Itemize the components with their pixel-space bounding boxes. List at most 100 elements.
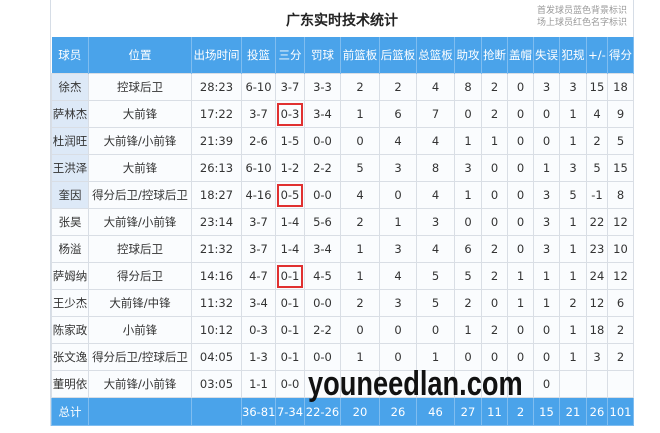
player-row: 萨林杰 大前锋 17:22 3-7 0-3 3-4 1 6 7 0 2 0 0 1 4 9 (51, 100, 634, 128)
stat-cell: 18 (586, 316, 608, 344)
stat-cell: 12 (586, 289, 608, 317)
stat-cell: 1 (559, 343, 587, 371)
stat-cell: 3 (379, 235, 417, 263)
total-cell: 15 (533, 397, 560, 426)
player-row: 王洪泽 大前锋 26:13 6-10 1-2 2-2 5 3 8 3 0 0 1 3 5 15 (51, 154, 634, 182)
stat-cell: 23:14 (191, 208, 242, 236)
stat-cell (340, 370, 380, 398)
stat-cell: 得分后卫/控球后卫 (88, 181, 192, 209)
stat-cell: 9 (607, 100, 634, 128)
stat-cell: 1 (559, 127, 587, 155)
stat-cell: 0-0 (304, 289, 341, 317)
column-header[interactable]: 得分 (607, 37, 634, 74)
stat-cell (507, 370, 534, 398)
stat-cell: -1 (586, 181, 608, 209)
stat-cell: 2 (481, 316, 508, 344)
stat-cell: 3 (586, 343, 608, 371)
total-cell: 27 (454, 397, 482, 426)
stat-cell: 0-1 (275, 343, 305, 371)
player-name: 徐杰 (51, 73, 89, 101)
stat-cell: 1 (559, 235, 587, 263)
column-header[interactable]: +/- (586, 37, 608, 74)
stat-cell: 0-0 (304, 181, 341, 209)
stat-cell: 3 (559, 154, 587, 182)
stat-cell: 21:39 (191, 127, 242, 155)
player-row: 杨溢 控球后卫 21:32 3-7 1-4 3-4 1 3 4 6 2 0 3 1 23 10 (51, 235, 634, 263)
stat-cell: 8 (416, 154, 455, 182)
column-header[interactable]: 出场时间 (191, 37, 242, 74)
stat-cell: 1 (559, 316, 587, 344)
stat-cell: 4 (416, 235, 455, 263)
stat-cell: 4 (416, 181, 455, 209)
stat-cell: 3 (533, 208, 560, 236)
column-header[interactable]: 抢断 (481, 37, 508, 74)
stat-cell: 10 (607, 235, 634, 263)
column-header[interactable]: 失误 (533, 37, 560, 74)
stat-cell: 1 (416, 343, 455, 371)
column-header[interactable]: 罚球 (304, 37, 341, 74)
column-header[interactable]: 前篮板 (340, 37, 380, 74)
stat-cell: 4 (340, 181, 380, 209)
stat-cell: 4 (416, 127, 455, 155)
stat-cell: 0 (507, 235, 534, 263)
stat-cell: 2-2 (304, 154, 341, 182)
player-name: 张文逸 (51, 343, 89, 371)
stat-cell: 0 (507, 181, 534, 209)
total-cell: 7-34 (275, 397, 305, 426)
stat-cell: 28:23 (191, 73, 242, 101)
column-header[interactable]: 三分 (275, 37, 305, 74)
stat-cell: 4-7 (241, 262, 276, 290)
column-header[interactable]: 后篮板 (379, 37, 417, 74)
stat-cell: 控球后卫 (88, 73, 192, 101)
stat-cell: 21:32 (191, 235, 242, 263)
column-header[interactable]: 助攻 (454, 37, 482, 74)
stat-cell: 控球后卫 (88, 235, 192, 263)
highlight-box: 0-5 (276, 183, 304, 207)
stat-cell: 2 (454, 289, 482, 317)
stat-cell: 2 (481, 100, 508, 128)
stat-cell: 3-3 (304, 73, 341, 101)
stat-cell: 6 (454, 235, 482, 263)
player-row: 张昊 大前锋/小前锋 23:14 3-7 1-4 5-6 2 1 3 0 0 0 3 1 22 12 (51, 208, 634, 236)
stat-cell: 2 (340, 289, 380, 317)
player-name: 王洪泽 (51, 154, 89, 182)
stat-cell: 1-3 (241, 343, 276, 371)
column-header[interactable]: 位置 (88, 37, 192, 74)
stat-cell: 得分后卫/控球后卫 (88, 343, 192, 371)
stat-cell: 4 (416, 73, 455, 101)
stat-cell: 15 (586, 73, 608, 101)
stat-cell: 12 (607, 208, 634, 236)
column-header[interactable]: 球员 (51, 37, 89, 74)
column-header[interactable]: 投篮 (241, 37, 276, 74)
column-header[interactable]: 犯规 (559, 37, 587, 74)
stat-cell: 0-1 (275, 262, 305, 290)
stat-cell: 2 (586, 127, 608, 155)
total-cell: 22-26 (304, 397, 341, 426)
stat-cell: 3 (533, 181, 560, 209)
total-cell: 26 (586, 397, 608, 426)
player-name: 奎因 (51, 181, 89, 209)
stat-cell: 3 (379, 154, 417, 182)
stat-cell: 2 (607, 316, 634, 344)
stat-cell: 0-0 (304, 127, 341, 155)
stat-cell: 1-1 (241, 370, 276, 398)
stat-cell: 03:05 (191, 370, 242, 398)
title-row: 广东实时技术统计 首发球员蓝色背景标识 场上球员红色名字标识 (51, 0, 633, 37)
stat-cell: 5 (607, 127, 634, 155)
stat-cell: 2 (379, 73, 417, 101)
legend-note: 首发球员蓝色背景标识 场上球员红色名字标识 (537, 5, 627, 29)
stat-cell: 5 (454, 262, 482, 290)
stat-cell: 大前锋 (88, 154, 192, 182)
stat-cell: 2 (607, 343, 634, 371)
stat-cell: 1 (533, 154, 560, 182)
stat-cell: 0 (481, 289, 508, 317)
column-header[interactable]: 盖帽 (507, 37, 534, 74)
stat-cell: 3-7 (241, 235, 276, 263)
stat-cell: 得分后卫 (88, 262, 192, 290)
stat-cell: 2 (340, 208, 380, 236)
stat-cell: 4-16 (241, 181, 276, 209)
column-header[interactable]: 总篮板 (416, 37, 455, 74)
stat-cell: 1 (533, 289, 560, 317)
stat-cell: 1 (559, 262, 587, 290)
stat-cell: 6-10 (241, 154, 276, 182)
